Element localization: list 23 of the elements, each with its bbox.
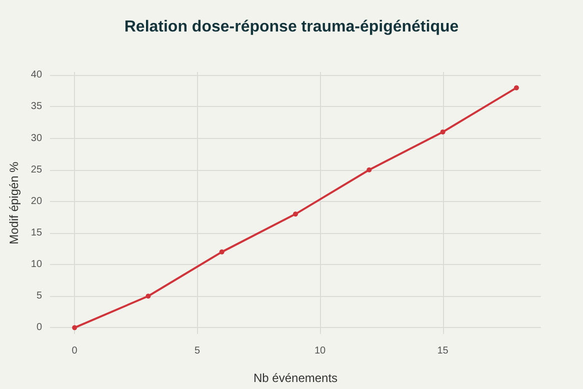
- chart-title: Relation dose-réponse trauma-épigénétique: [124, 18, 459, 36]
- x-tick-label: 10: [314, 346, 326, 356]
- y-tick-label: 25: [30, 164, 42, 176]
- x-tick-label: 5: [194, 346, 201, 356]
- y-axis-title: Modif épigén %: [7, 161, 21, 244]
- point: [72, 325, 78, 330]
- y-tick-label: 35: [30, 101, 42, 112]
- point: [219, 249, 224, 254]
- x-tick-label: 15: [437, 346, 449, 356]
- y-tick-label: 10: [30, 259, 42, 270]
- y-tick-label: 0: [36, 322, 42, 334]
- point: [146, 294, 151, 299]
- x-tick-label: 0: [72, 346, 78, 356]
- y-tick-label: 15: [30, 227, 42, 238]
- y-tick-label: 5: [36, 290, 42, 302]
- point: [293, 212, 298, 217]
- y-tick-label: 40: [30, 70, 42, 81]
- y-tick-label: 30: [30, 132, 42, 144]
- y-tick-label: 20: [30, 196, 42, 207]
- point: [440, 129, 446, 134]
- x-axis-title: Nb événements: [253, 371, 338, 385]
- point: [366, 167, 372, 172]
- point: [514, 85, 519, 90]
